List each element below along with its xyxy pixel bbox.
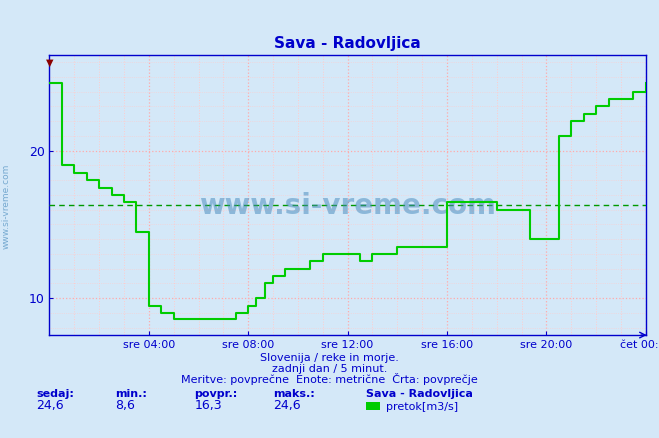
Text: zadnji dan / 5 minut.: zadnji dan / 5 minut. xyxy=(272,364,387,374)
Text: maks.:: maks.: xyxy=(273,389,315,399)
Text: Meritve: povprečne  Enote: metrične  Črta: povprečje: Meritve: povprečne Enote: metrične Črta:… xyxy=(181,373,478,385)
Text: 24,6: 24,6 xyxy=(36,399,64,412)
Text: 24,6: 24,6 xyxy=(273,399,301,412)
Text: www.si-vreme.com: www.si-vreme.com xyxy=(2,163,11,248)
Text: ▼: ▼ xyxy=(45,58,53,68)
Text: pretok[m3/s]: pretok[m3/s] xyxy=(386,402,457,412)
Text: Sava - Radovljica: Sava - Radovljica xyxy=(366,389,473,399)
Text: 8,6: 8,6 xyxy=(115,399,135,412)
Text: povpr.:: povpr.: xyxy=(194,389,238,399)
Text: sedaj:: sedaj: xyxy=(36,389,74,399)
Text: min.:: min.: xyxy=(115,389,147,399)
Text: Slovenija / reke in morje.: Slovenija / reke in morje. xyxy=(260,353,399,363)
Title: Sava - Radovljica: Sava - Radovljica xyxy=(274,36,421,51)
Text: www.si-vreme.com: www.si-vreme.com xyxy=(199,192,496,220)
Text: 16,3: 16,3 xyxy=(194,399,222,412)
